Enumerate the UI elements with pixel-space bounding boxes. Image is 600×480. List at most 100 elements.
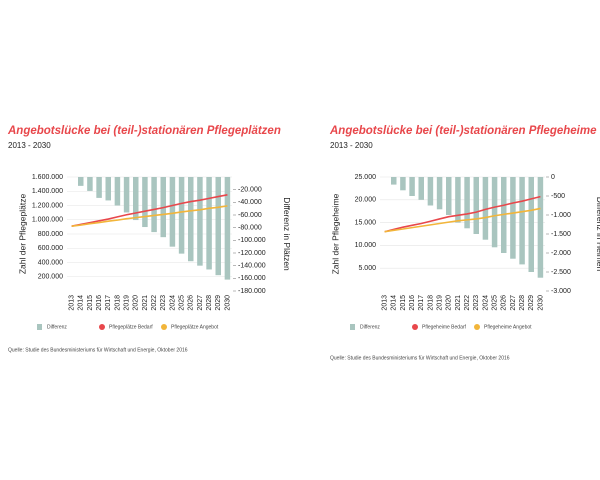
y-axis-label: Zahl der Pflegeplätze: [17, 194, 27, 275]
bar: [436, 177, 443, 210]
bar: [482, 177, 489, 240]
x-tick-label: 2013: [381, 295, 388, 311]
bar: [446, 177, 452, 215]
y2-axis-label: Differenz in Plätzen: [282, 197, 292, 271]
x-tick-label: 2018: [114, 295, 121, 311]
bar: [105, 177, 111, 201]
x-tick-label: 2027: [197, 295, 204, 311]
y-tick-label: 20.000: [355, 197, 377, 204]
x-tick-label: 2028: [519, 295, 526, 311]
x-tick-label: 2020: [133, 295, 140, 311]
x-tick-label: 2020: [446, 295, 453, 311]
bar: [151, 177, 157, 233]
bar: [123, 177, 130, 213]
legend-label: Differenz: [360, 324, 380, 330]
x-tick-label: 2016: [409, 295, 416, 311]
line: [384, 195, 541, 233]
legend-label: Pflegeplätze Bedarf: [109, 324, 153, 330]
bar: [455, 177, 461, 223]
bar: [215, 177, 221, 276]
line: [71, 205, 228, 227]
chart-title: Angebotslücke bei (teil-)stationären Pfl…: [329, 125, 597, 137]
y2-axis-label: Differenz in Heimen: [595, 197, 600, 272]
bar: [400, 177, 406, 191]
chart-subtitle: 2013 - 2030: [330, 141, 373, 150]
bar: [418, 177, 424, 200]
bar: [188, 177, 194, 262]
y2-tick-label: -180.000: [238, 288, 266, 295]
x-tick-label: 2019: [123, 295, 130, 311]
x-tick-label: 2030: [224, 295, 231, 311]
y-tick-label: 10.000: [355, 242, 377, 249]
bar: [197, 177, 203, 266]
legend-label: Pflegeheime Bedarf: [422, 324, 467, 330]
x-tick-label: 2018: [427, 295, 434, 311]
y2-tick-label: -2.500: [551, 269, 571, 276]
x-tick-label: 2015: [400, 295, 407, 311]
y-tick-label: 200.000: [38, 274, 63, 281]
y-tick-label: 15.000: [355, 219, 377, 226]
bar: [491, 177, 498, 248]
x-tick-label: 2024: [482, 295, 489, 311]
x-tick-label: 2014: [78, 295, 85, 311]
y2-tick-label: -140.000: [238, 263, 266, 270]
y-tick-label: 1.200.000: [32, 202, 63, 209]
x-tick-label: 2022: [151, 295, 158, 311]
y-tick-label: 800.000: [38, 231, 63, 238]
y2-tick-label: -2.000: [551, 250, 571, 257]
bar: [391, 177, 397, 185]
legend-label: Pflegeheime Angebot: [484, 324, 532, 330]
bar: [133, 177, 139, 221]
bar: [528, 177, 534, 272]
y2-tick-label: -60.000: [238, 212, 262, 219]
x-tick-label: 2026: [188, 295, 195, 311]
y2-tick-label: -120.000: [238, 250, 266, 257]
y2-tick-label: -160.000: [238, 275, 266, 282]
line: [384, 207, 541, 233]
source: Quelle: Studie des Bundesministeriums fü…: [8, 347, 188, 353]
bar: [510, 177, 516, 259]
x-tick-label: 2021: [142, 295, 149, 311]
x-tick-label: 2026: [501, 295, 508, 311]
y-tick-label: 25.000: [355, 174, 377, 181]
legend-swatch: [474, 324, 480, 330]
chart-title: Angebotslücke bei (teil-)stationären Pfl…: [7, 125, 281, 137]
x-tick-label: 2024: [169, 295, 176, 311]
y2-tick-label: -1.500: [551, 231, 571, 238]
y2-tick-label: -20.000: [238, 187, 262, 194]
y-tick-label: 5.000: [358, 265, 376, 272]
bar: [519, 177, 525, 265]
x-tick-label: 2017: [105, 295, 112, 311]
x-tick-label: 2025: [178, 295, 185, 311]
x-tick-label: 2029: [528, 295, 535, 311]
bar: [464, 177, 470, 229]
bar: [114, 177, 121, 206]
legend-swatch: [161, 324, 167, 330]
y2-tick-label: -3.000: [551, 288, 571, 295]
bar: [169, 177, 176, 247]
x-tick-label: 2019: [436, 295, 443, 311]
x-tick-label: 2017: [418, 295, 425, 311]
legend-swatch: [99, 324, 105, 330]
bar: [206, 177, 212, 270]
x-tick-label: 2015: [87, 295, 94, 311]
x-tick-label: 2023: [473, 295, 480, 311]
y-tick-label: 400.000: [38, 259, 63, 266]
y-tick-label: 1.600.000: [32, 174, 63, 181]
y-tick-label: 1.400.000: [32, 188, 63, 195]
bar: [96, 177, 102, 198]
x-tick-label: 2023: [160, 295, 167, 311]
x-tick-label: 2025: [491, 295, 498, 311]
bar: [427, 177, 434, 206]
legend-label: Differenz: [47, 324, 67, 330]
y2-tick-label: -100.000: [238, 237, 266, 244]
bar: [224, 177, 231, 280]
x-tick-label: 2030: [537, 295, 544, 311]
x-tick-label: 2013: [68, 295, 75, 311]
line: [71, 194, 228, 227]
y-tick-label: 1.000.000: [32, 217, 63, 224]
y2-tick-label: -1.000: [551, 212, 571, 219]
x-tick-label: 2022: [464, 295, 471, 311]
y-axis-label: Zahl der Pflegeheime: [330, 193, 340, 274]
